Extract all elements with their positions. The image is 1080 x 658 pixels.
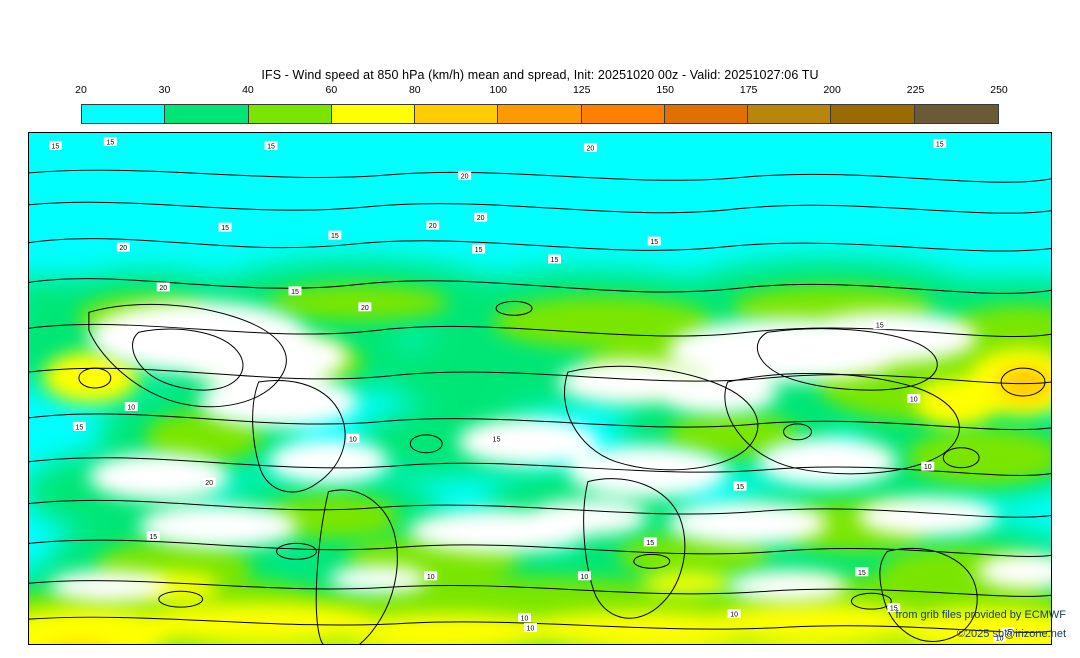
svg-text:10: 10 [521,616,529,623]
colorbar-swatch-225-250 [914,105,998,123]
svg-text:15: 15 [890,606,898,613]
colorbar-tick-225: 225 [906,84,925,96]
colorbar-tick-80: 80 [408,84,421,96]
contour-lines [29,169,1051,644]
colorbar-swatch-60-80 [331,105,416,123]
svg-text:20: 20 [159,285,167,292]
svg-text:20: 20 [429,223,437,230]
colorbar-swatch-175-200 [748,105,832,123]
svg-text:10: 10 [427,574,435,581]
svg-text:20: 20 [361,305,369,312]
colorbar-tick-150: 150 [656,84,674,96]
svg-text:10: 10 [996,636,1004,643]
svg-text:15: 15 [106,139,114,146]
map-field-svg: 15 15 15 20 20 15 20 15 15 20 20 15 15 2… [29,133,1051,644]
svg-text:15: 15 [475,247,483,254]
svg-text:15: 15 [331,233,339,240]
svg-text:10: 10 [910,396,918,403]
svg-text:15: 15 [650,239,658,246]
svg-text:15: 15 [267,143,275,150]
colorbar-tick-125: 125 [572,84,591,96]
svg-text:15: 15 [858,570,866,577]
colorbar-swatch-150-175 [664,105,749,123]
attribution-copyright: ©2025 sb@irizone.net [956,628,1066,640]
svg-text:15: 15 [291,289,299,296]
colorbar-tick-200: 200 [823,84,841,96]
svg-text:10: 10 [581,574,589,581]
svg-text:10: 10 [127,404,135,411]
svg-text:20: 20 [461,173,469,180]
svg-text:15: 15 [1004,630,1012,637]
colorbar-swatch-125-150 [581,105,665,123]
colorbar-swatches [81,104,999,124]
attribution-source: from grib files provided by ECMWF [895,609,1066,621]
colorbar-tick-60: 60 [325,84,338,96]
svg-text:15: 15 [876,323,884,330]
svg-text:15: 15 [149,534,157,541]
colorbar-tick-40: 40 [242,84,254,96]
filled-contour-layer: 15 15 15 20 20 15 20 15 15 20 20 15 15 2… [29,133,1051,644]
colorbar-swatch-200-225 [831,105,915,123]
svg-text:15: 15 [221,225,229,232]
map-canvas[interactable]: 15 15 15 20 20 15 20 15 15 20 20 15 15 2… [28,132,1052,645]
colorbar-tick-175: 175 [739,84,758,96]
colorbar-tick-30: 30 [158,84,171,96]
svg-text:15: 15 [551,257,559,264]
svg-text:15: 15 [646,540,654,547]
colorbar-tick-20: 20 [75,84,87,96]
colorbar: 20 30 40 60 80 100 125 150 175 200 225 250 [75,84,1008,132]
colorbar-tick-labels: 20 30 40 60 80 100 125 150 175 200 225 250 [75,84,1008,100]
colorbar-swatch-30-40 [165,105,249,123]
svg-text:10: 10 [924,464,932,471]
svg-text:15: 15 [493,436,501,443]
svg-text:20: 20 [119,245,127,252]
page-title: IFS - Wind speed at 850 hPa (km/h) mean … [261,68,819,82]
colorbar-tick-250: 250 [990,84,1008,96]
svg-text:10: 10 [349,436,357,443]
contour-value-labels: 15 15 15 20 20 15 20 15 15 20 20 15 15 2… [48,136,1015,643]
svg-text:20: 20 [205,480,213,487]
svg-text:15: 15 [52,143,60,150]
colorbar-swatch-20-30 [82,105,166,123]
svg-text:15: 15 [76,424,84,431]
colorbar-swatch-40-60 [248,105,332,123]
svg-text:10: 10 [730,612,738,619]
svg-text:10: 10 [527,626,535,633]
svg-text:20: 20 [587,145,595,152]
colorbar-swatch-100-125 [498,105,582,123]
svg-text:20: 20 [477,215,485,222]
svg-text:15: 15 [736,484,744,491]
band-below-20 [48,301,1051,603]
svg-text:15: 15 [936,141,944,148]
colorbar-tick-100: 100 [489,84,508,96]
colorbar-swatch-80-100 [415,105,499,123]
